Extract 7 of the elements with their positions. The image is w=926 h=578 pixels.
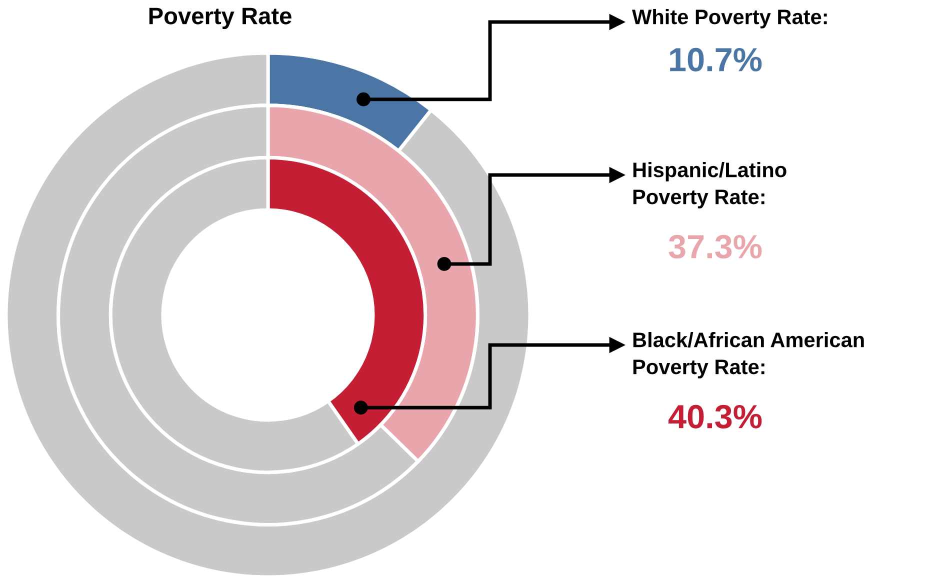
text: 10.7% (670, 48, 762, 72)
slice-label: Black/African American Poverty Rate: (633, 332, 864, 378)
slice-label: Hispanic/Latino Poverty Rate: (633, 162, 786, 208)
text: 37.3% (668, 234, 762, 259)
slice-label: White Poverty Rate: (632, 9, 827, 28)
text: 40.3% (668, 404, 762, 429)
chart-title: Poverty Rate (149, 8, 292, 30)
